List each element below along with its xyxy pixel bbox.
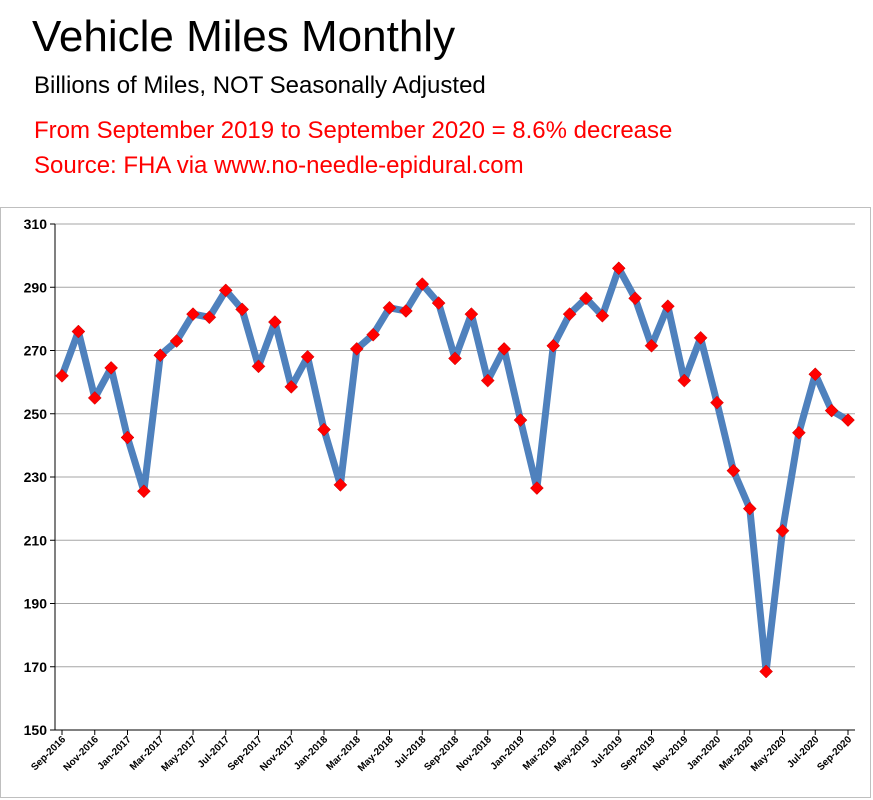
data-point bbox=[251, 359, 266, 374]
data-point bbox=[448, 351, 462, 366]
data-point bbox=[317, 422, 331, 437]
data-point bbox=[431, 296, 446, 310]
x-tick-label: May-2018 bbox=[356, 734, 396, 774]
data-point bbox=[628, 291, 642, 306]
data-point bbox=[464, 307, 479, 321]
data-point bbox=[202, 310, 217, 325]
x-tick-label: May-2017 bbox=[160, 734, 200, 774]
source-note: Source: FHA via www.no-needle-epidural.c… bbox=[34, 152, 524, 179]
data-point bbox=[726, 463, 741, 478]
x-tick-label: Sep-2020 bbox=[815, 734, 854, 773]
y-tick-label: 290 bbox=[24, 279, 48, 295]
x-tick-label: Jan-2019 bbox=[489, 734, 527, 772]
data-point bbox=[186, 307, 200, 321]
data-point bbox=[841, 413, 855, 427]
data-point bbox=[513, 413, 528, 427]
data-point bbox=[644, 338, 659, 353]
y-tick-label: 210 bbox=[24, 532, 48, 548]
data-point bbox=[399, 304, 413, 318]
data-point bbox=[530, 481, 544, 495]
data-point bbox=[595, 308, 610, 323]
data-point bbox=[169, 334, 184, 348]
chart-frame bbox=[0, 207, 871, 798]
data-point bbox=[824, 403, 839, 418]
data-point bbox=[382, 300, 397, 315]
data-point bbox=[349, 342, 364, 356]
data-point bbox=[775, 523, 790, 538]
y-tick-label: 190 bbox=[24, 596, 48, 612]
x-axis-ticks: Sep-2016Nov-2016Jan-2017Mar-2017May-2017… bbox=[29, 730, 854, 774]
x-tick-label: Nov-2017 bbox=[258, 734, 298, 774]
chart-title: Vehicle Miles Monthly bbox=[32, 12, 456, 61]
axes bbox=[54, 224, 855, 731]
y-tick-label: 250 bbox=[24, 406, 48, 422]
x-tick-label: Jan-2017 bbox=[96, 734, 134, 772]
data-point bbox=[87, 391, 102, 405]
data-point bbox=[742, 501, 757, 516]
data-point bbox=[792, 425, 806, 440]
x-tick-label: Jan-2018 bbox=[292, 734, 330, 772]
data-point bbox=[268, 315, 282, 329]
data-point bbox=[759, 664, 773, 679]
data-point bbox=[480, 373, 495, 388]
data-point bbox=[546, 338, 561, 353]
data-point bbox=[611, 261, 626, 276]
data-point bbox=[55, 368, 69, 383]
x-tick-label: Nov-2018 bbox=[455, 734, 495, 774]
data-point bbox=[808, 367, 823, 382]
y-tick-label: 310 bbox=[24, 216, 48, 232]
y-axis-ticks: 150 170 190 210 230 250 270 290 310 bbox=[24, 216, 55, 738]
data-point bbox=[218, 283, 233, 298]
data-point bbox=[693, 330, 708, 345]
data-point bbox=[497, 342, 511, 356]
data-point bbox=[661, 299, 675, 314]
x-tick-label: Nov-2019 bbox=[651, 734, 691, 774]
data-point bbox=[333, 478, 348, 492]
data-point bbox=[235, 302, 249, 317]
y-tick-label: 170 bbox=[24, 659, 48, 675]
data-point bbox=[153, 348, 168, 363]
x-tick-label: Nov-2016 bbox=[62, 734, 102, 774]
chart-subtitle: Billions of Miles, NOT Seasonally Adjust… bbox=[34, 72, 486, 99]
data-point bbox=[300, 349, 315, 364]
data-point bbox=[120, 430, 135, 445]
y-tick-label: 150 bbox=[24, 722, 48, 738]
y-tick-label: 270 bbox=[24, 343, 48, 359]
data-point bbox=[137, 484, 151, 499]
data-point bbox=[579, 291, 593, 306]
x-tick-label: May-2020 bbox=[749, 734, 789, 774]
series-layer bbox=[55, 261, 855, 679]
data-point bbox=[415, 277, 430, 291]
x-tick-label: Jan-2020 bbox=[685, 734, 723, 772]
data-point bbox=[284, 380, 299, 394]
data-point bbox=[710, 395, 724, 410]
data-point bbox=[366, 327, 380, 342]
data-point bbox=[562, 307, 577, 321]
x-tick-label: May-2019 bbox=[553, 734, 593, 774]
y-tick-label: 230 bbox=[24, 469, 48, 485]
change-note: From September 2019 to September 2020 = … bbox=[34, 117, 673, 144]
data-point bbox=[71, 324, 86, 339]
data-point bbox=[104, 361, 118, 375]
data-point bbox=[677, 373, 692, 388]
